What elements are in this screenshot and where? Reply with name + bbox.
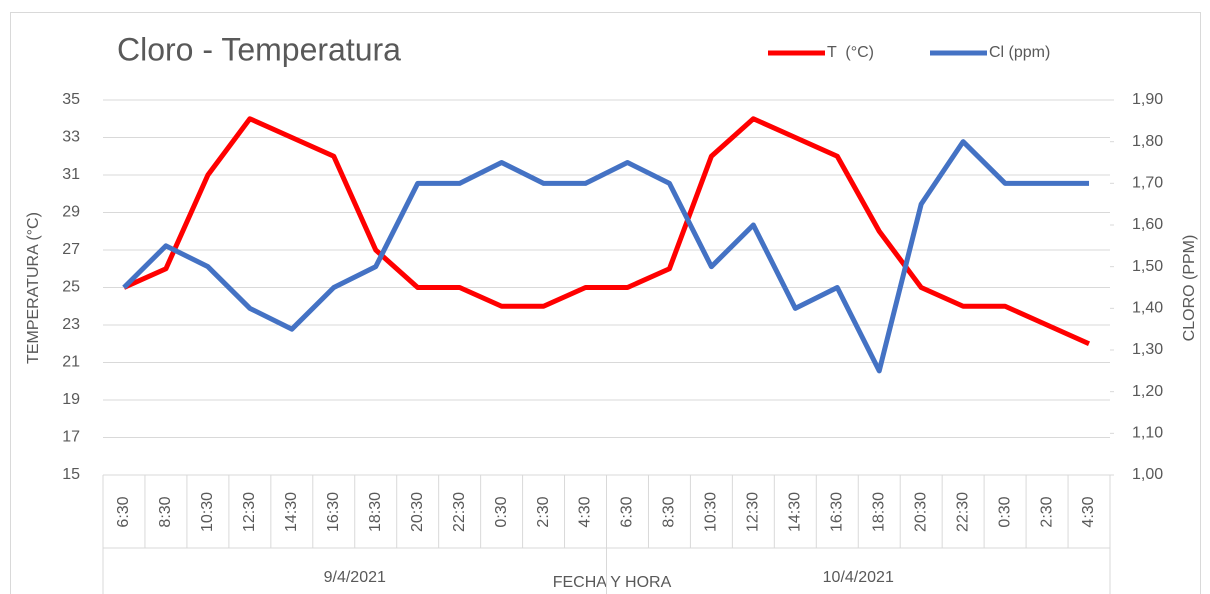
x-tick-label: 22:30	[954, 492, 971, 532]
x-tick-label: 12:30	[241, 492, 258, 532]
y2-tick-label: 1,20	[1132, 383, 1163, 400]
y-axis-title: TEMPERATURA (°C)	[25, 212, 42, 364]
x-tick-label: 20:30	[409, 492, 426, 532]
x-tick-label: 8:30	[157, 496, 174, 527]
x-tick-label: 12:30	[745, 492, 762, 532]
legend-label: T (°C)	[827, 44, 874, 61]
y2-tick-label: 1,30	[1132, 341, 1163, 358]
x-tick-label: 0:30	[996, 496, 1013, 527]
x-tick-label: 20:30	[912, 492, 929, 532]
y2-tick-label: 1,70	[1132, 175, 1163, 192]
x-tick-label: 16:30	[325, 492, 342, 532]
x-tick-label: 6:30	[619, 496, 636, 527]
y2-tick-label: 1,00	[1132, 466, 1163, 483]
x-tick-label: 22:30	[451, 492, 468, 532]
x-tick-label: 14:30	[283, 492, 300, 532]
y-tick-label: 35	[62, 91, 80, 108]
y-tick-label: 21	[62, 354, 80, 371]
group-label: 10/4/2021	[823, 569, 894, 586]
y-tick-label: 15	[62, 466, 80, 483]
y-tick-label: 17	[62, 429, 80, 446]
y-tick-label: 27	[62, 241, 80, 258]
x-tick-label: 8:30	[661, 496, 678, 527]
x-tick-label: 14:30	[787, 492, 804, 532]
x-tick-label: 2:30	[535, 496, 552, 527]
x-tick-label: 2:30	[1038, 496, 1055, 527]
x-tick-label: 10:30	[703, 492, 720, 532]
y2-tick-label: 1,40	[1132, 300, 1163, 317]
y2-tick-label: 1,60	[1132, 216, 1163, 233]
group-label: 9/4/2021	[324, 569, 386, 586]
y2-tick-label: 1,90	[1132, 91, 1163, 108]
y2-axis-title: CLORO (PPM)	[1181, 235, 1198, 342]
y-tick-label: 25	[62, 279, 80, 296]
y2-tick-label: 1,10	[1132, 425, 1163, 442]
y-tick-label: 33	[62, 129, 80, 146]
y-tick-label: 19	[62, 391, 80, 408]
y-tick-label: 31	[62, 166, 80, 183]
series-line	[122, 139, 1090, 374]
x-tick-label: 10:30	[199, 492, 216, 532]
y2-tick-label: 1,80	[1132, 133, 1163, 150]
y-tick-label: 29	[62, 204, 80, 221]
chart-title: Cloro - Temperatura	[117, 31, 401, 67]
x-tick-label: 0:30	[493, 496, 510, 527]
y2-tick-label: 1,50	[1132, 258, 1163, 275]
series-line	[122, 116, 1091, 347]
x-axis-title: FECHA Y HORA	[553, 574, 672, 591]
x-tick-label: 4:30	[577, 496, 594, 527]
legend-label: Cl (ppm)	[989, 44, 1050, 61]
x-tick-label: 18:30	[870, 492, 887, 532]
x-tick-label: 16:30	[828, 492, 845, 532]
chart-frame	[10, 12, 1201, 594]
y-tick-label: 23	[62, 316, 80, 333]
x-tick-label: 4:30	[1080, 496, 1097, 527]
x-tick-label: 6:30	[115, 496, 132, 527]
x-tick-label: 18:30	[367, 492, 384, 532]
